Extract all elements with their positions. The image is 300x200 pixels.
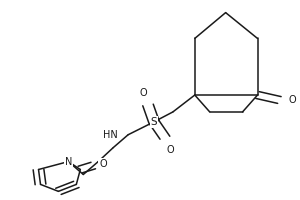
Text: HN: HN [103,130,118,140]
Text: O: O [166,145,174,155]
Text: O: O [139,88,147,98]
Text: N: N [65,157,72,167]
Text: O: O [288,95,296,105]
Text: S: S [151,117,157,127]
Text: O: O [99,159,107,169]
